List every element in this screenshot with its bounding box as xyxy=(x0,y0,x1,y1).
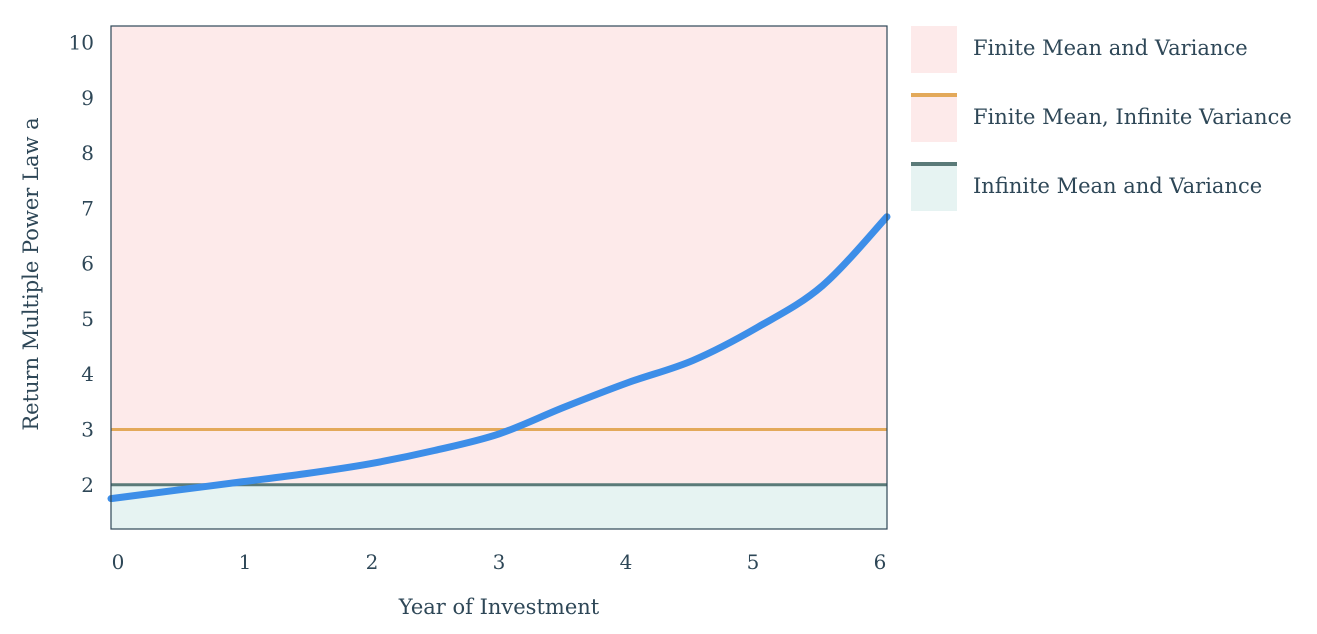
x-tick-label: 3 xyxy=(493,550,506,574)
series-line xyxy=(107,213,891,503)
legend-label-infinite: Infinite Mean and Variance xyxy=(973,174,1263,198)
x-tick-label: 4 xyxy=(620,550,633,574)
legend: Finite Mean and Variance Finite Mean, In… xyxy=(911,26,1311,233)
chart: 2 3 4 5 6 7 8 9 10 0 1 2 3 4 5 6 Year of Investment Ret… xyxy=(19,25,891,619)
x-tick-label: 6 xyxy=(874,550,887,574)
y-tick-label: 9 xyxy=(81,86,94,110)
y-tick-label: 3 xyxy=(81,418,94,442)
region-0 xyxy=(111,26,887,485)
legend-item-infinite: Infinite Mean and Variance xyxy=(911,162,1311,211)
region-1 xyxy=(111,484,887,529)
y-tick-label: 5 xyxy=(81,307,94,331)
y-tick-label: 4 xyxy=(81,362,94,386)
x-tick-label: 2 xyxy=(366,550,379,574)
y-tick-label: 6 xyxy=(81,252,94,276)
y-axis-title: Return Multiple Power Law a xyxy=(19,117,43,430)
y-tick-label: 8 xyxy=(81,141,94,165)
y-tick-label: 7 xyxy=(81,196,94,220)
x-tick-label: 1 xyxy=(239,550,252,574)
legend-line-finite-mean xyxy=(911,93,957,97)
legend-swatch-infinite xyxy=(911,164,957,211)
plot-frame xyxy=(110,25,888,530)
legend-swatch-finite-mean xyxy=(911,95,957,142)
legend-label-finite: Finite Mean and Variance xyxy=(973,36,1248,60)
legend-line-infinite xyxy=(911,162,957,166)
y-tick-label: 10 xyxy=(69,31,94,55)
legend-label-finite-mean: Finite Mean, Infinite Variance xyxy=(973,105,1292,129)
legend-item-finite: Finite Mean and Variance xyxy=(911,26,1311,73)
x-tick-label: 0 xyxy=(112,550,125,574)
legend-swatch-finite xyxy=(911,26,957,73)
legend-item-finite-mean-infinite-variance: Finite Mean, Infinite Variance xyxy=(911,93,1311,142)
y-tick-label: 2 xyxy=(81,473,94,497)
x-axis-title: Year of Investment xyxy=(398,595,600,619)
x-tick-label: 5 xyxy=(747,550,760,574)
